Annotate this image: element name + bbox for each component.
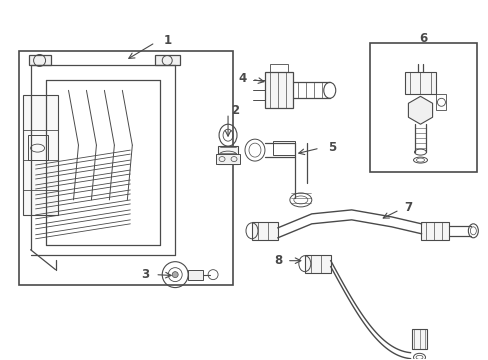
Text: 1: 1 — [163, 34, 171, 47]
Bar — [27, 135, 47, 160]
Bar — [411, 329, 427, 349]
Bar — [421, 222, 448, 240]
Text: 2: 2 — [230, 104, 239, 117]
Bar — [264, 72, 292, 108]
Text: 4: 4 — [239, 72, 246, 85]
Text: 6: 6 — [419, 32, 427, 45]
Bar — [269, 64, 287, 72]
Text: 3: 3 — [141, 268, 149, 281]
Polygon shape — [155, 55, 180, 66]
Text: 8: 8 — [273, 254, 282, 267]
Bar — [304, 255, 330, 273]
Bar — [22, 95, 58, 215]
Bar — [436, 94, 446, 110]
Text: 7: 7 — [404, 201, 412, 215]
Bar — [188, 270, 203, 280]
Bar — [404, 72, 436, 94]
Bar — [369, 42, 476, 172]
Bar — [19, 50, 233, 285]
Bar — [218, 146, 238, 164]
Bar — [251, 222, 277, 240]
Bar — [272, 141, 294, 155]
Polygon shape — [407, 96, 432, 124]
Polygon shape — [29, 55, 50, 66]
Text: 5: 5 — [327, 141, 335, 154]
Circle shape — [172, 272, 178, 278]
Bar — [216, 154, 240, 164]
